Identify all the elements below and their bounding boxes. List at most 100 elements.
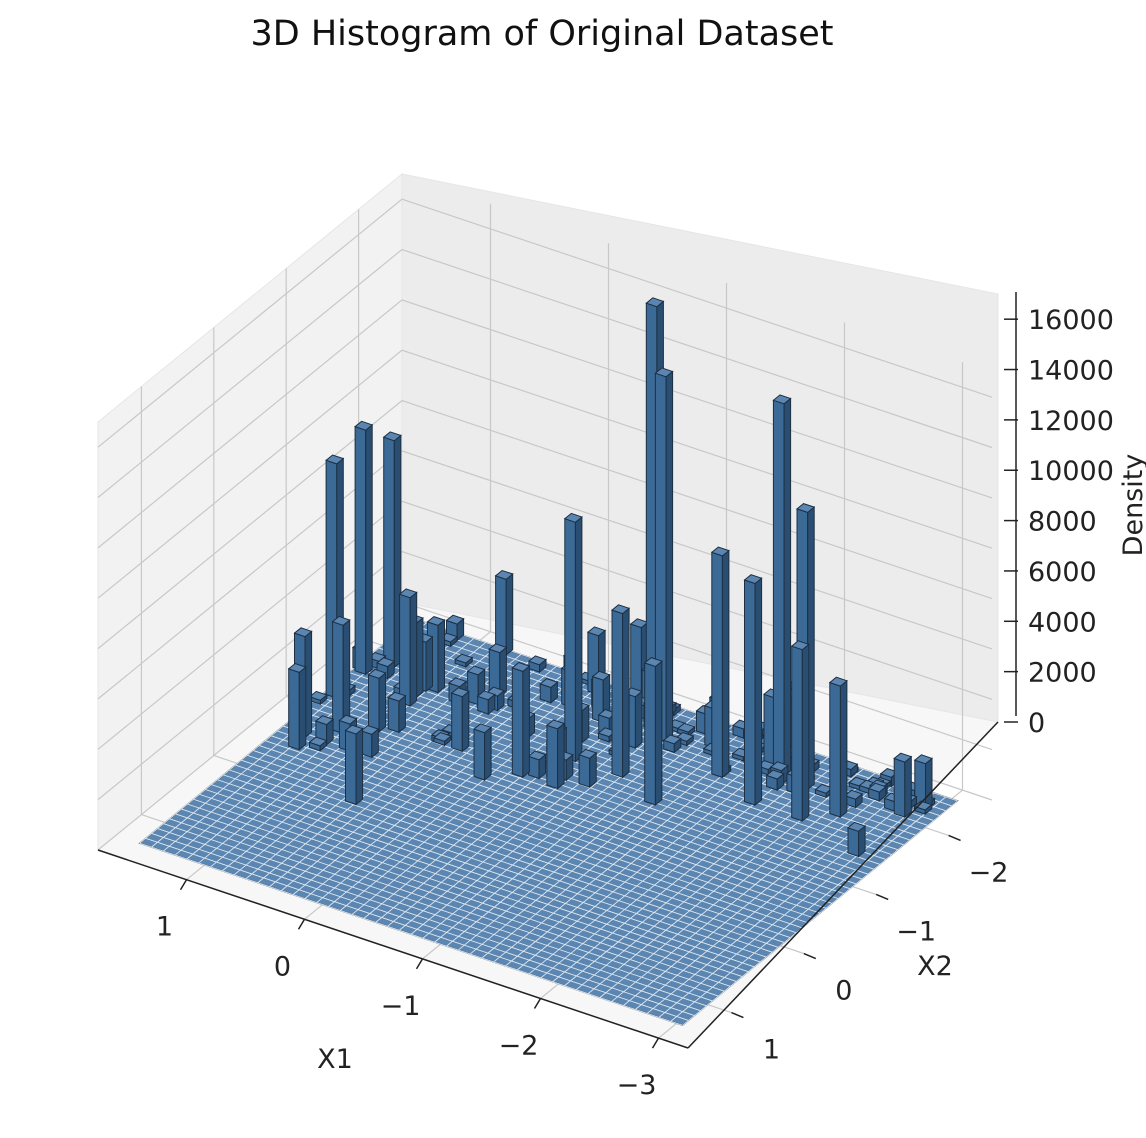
histogram-bar (545, 719, 566, 790)
z-tick-label: 0 (1028, 708, 1045, 739)
floor-line (658, 792, 935, 1018)
histogram-bar (527, 750, 547, 780)
histogram-bar (765, 769, 785, 792)
histogram-bar (867, 782, 887, 802)
histogram-bar (662, 734, 682, 754)
floor-line (587, 768, 864, 994)
histogram-bar (331, 615, 351, 735)
floor-line (623, 780, 899, 1006)
histogram-bars (287, 297, 936, 858)
histogram-bar (387, 691, 407, 734)
histogram-bar (287, 662, 307, 751)
floor-line (540, 753, 817, 979)
histogram-bar (790, 640, 810, 822)
histogram-bar (527, 655, 548, 674)
floor-line (635, 784, 911, 1010)
x-tick-label: 0 (274, 951, 291, 982)
y-axis-line (687, 721, 999, 1049)
z-gridline (97, 500, 993, 750)
z-gridline (97, 299, 993, 549)
histogram-bar (913, 800, 933, 816)
histogram-bar (578, 748, 598, 789)
floor-line (181, 808, 725, 992)
histogram-bar (308, 736, 328, 752)
z-gridline (97, 349, 993, 599)
histogram-bar (772, 394, 792, 783)
floor-line (163, 823, 707, 1007)
histogram-bar (344, 724, 364, 806)
y-tick-label: 1 (763, 1035, 780, 1066)
histogram-bar (367, 668, 387, 733)
axis-labels: X1 X2 Density (317, 454, 1146, 1075)
y-tick-label: −1 (896, 916, 936, 947)
floor-line (253, 750, 797, 934)
histogram-bar (846, 821, 867, 858)
histogram-bar (476, 690, 496, 716)
floor-line (199, 793, 743, 977)
floor-line (241, 759, 785, 943)
y-tick (875, 893, 889, 901)
histogram-bar (743, 574, 763, 807)
x-tick-label: 1 (156, 912, 173, 943)
floor-line (139, 842, 683, 1026)
x-axis-line (97, 849, 689, 1049)
x-tick (415, 958, 424, 970)
z-gridline (97, 198, 993, 448)
z-tick-label: 14000 (1028, 356, 1114, 387)
floor-line (211, 784, 755, 968)
floor-line (247, 754, 791, 938)
floor-line (187, 803, 731, 987)
z-tick-label: 6000 (1028, 557, 1097, 588)
x-tick (651, 1037, 660, 1049)
histogram-bar (360, 724, 380, 759)
histogram-bar (710, 546, 730, 779)
y-tick (731, 1011, 744, 1019)
x-tick-label: −1 (381, 991, 421, 1022)
histogram-bar (354, 420, 374, 676)
axes: 1 0 −1 −2 −3 −2 −1 0 1 0 2000 4000 6000 8000 10000 1200… (97, 292, 1114, 1101)
histogram-bar (654, 367, 674, 743)
histogram-bar (643, 657, 663, 806)
floor-line (646, 788, 923, 1014)
floor-line (277, 730, 821, 914)
histogram-bar (308, 690, 328, 706)
histogram-bar (488, 643, 508, 698)
y-tick (803, 952, 817, 960)
z-axis-label: Density (1118, 454, 1146, 557)
z-gridline (97, 450, 993, 700)
histogram-bar (539, 678, 559, 704)
x-tick (297, 918, 306, 930)
y-tick (948, 834, 961, 842)
z-tick-label: 12000 (1028, 406, 1114, 437)
histogram-bar (382, 431, 402, 669)
z-gridline (97, 399, 993, 650)
histogram-bar (828, 676, 848, 819)
floor-line (599, 772, 876, 998)
floor-line (145, 837, 689, 1021)
histogram-bar (450, 687, 470, 753)
floor-line (217, 779, 761, 963)
floor-line (229, 769, 773, 953)
floor-line (205, 789, 749, 973)
histogram-bar (676, 722, 696, 738)
histogram-bar (511, 661, 531, 779)
floor-line (446, 721, 722, 947)
z-tick-label: 2000 (1028, 658, 1097, 689)
floor-line (434, 717, 711, 943)
chart-title: 3D Histogram of Original Dataset (250, 14, 834, 54)
histogram-bar (432, 731, 453, 747)
floor-line (458, 725, 734, 951)
floor-line (235, 764, 779, 948)
z-tick-label: 4000 (1028, 607, 1097, 638)
histogram-bar (893, 752, 913, 819)
histogram-bar (454, 653, 474, 668)
floor-line (682, 800, 958, 1026)
floor-line (193, 798, 737, 982)
floor-line (469, 729, 746, 955)
histogram-bar (843, 789, 864, 809)
z-tick-label: 8000 (1028, 507, 1097, 538)
y-axis-label: X2 (917, 951, 953, 982)
floor-line (481, 733, 758, 959)
floor-line (151, 832, 695, 1016)
